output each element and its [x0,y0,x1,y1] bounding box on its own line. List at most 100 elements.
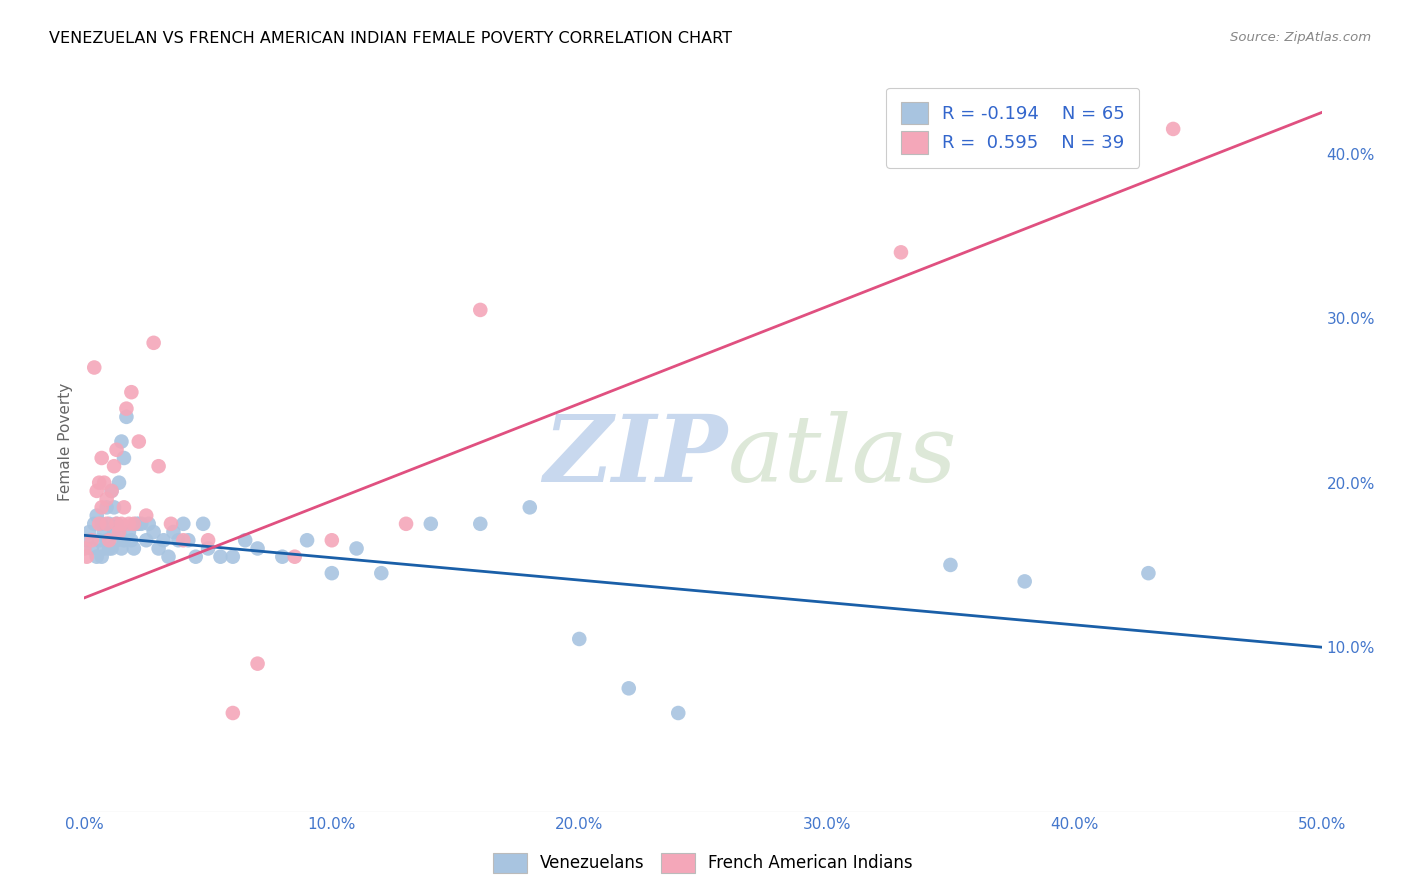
Point [118,524,141,539]
Point [108,475,131,490]
Point [73,541,96,556]
Point [148,459,170,474]
Point [86,508,108,523]
Point [120,385,142,400]
Point [110,516,132,531]
Point [346,541,368,556]
Point [93,541,115,556]
Point [142,524,165,539]
Legend: Venezuelans, French American Indians: Venezuelans, French American Indians [486,847,920,880]
Point [233,533,256,548]
Point [105,442,128,457]
Point [617,681,640,696]
Point [1014,574,1036,589]
Point [172,516,194,531]
Point [470,302,492,317]
Point [90,516,112,531]
Point [93,475,115,490]
Point [321,533,343,548]
Point [80,541,103,556]
Point [83,360,105,375]
Point [197,533,219,548]
Point [519,500,541,515]
Point [125,516,148,531]
Point [284,549,307,564]
Point [138,516,160,531]
Point [80,533,103,548]
Point [108,524,131,539]
Point [105,516,128,531]
Point [419,516,441,531]
Point [86,549,108,564]
Point [86,483,108,498]
Point [152,533,174,548]
Point [122,541,145,556]
Point [100,483,122,498]
Text: VENEZUELAN VS FRENCH AMERICAN INDIAN FEMALE POVERTY CORRELATION CHART: VENEZUELAN VS FRENCH AMERICAN INDIAN FEM… [49,31,733,46]
Point [112,500,135,515]
Point [122,516,145,531]
Point [1137,566,1160,581]
Point [191,516,214,531]
Point [157,549,180,564]
Point [112,450,135,465]
Point [135,508,157,523]
Point [89,516,111,531]
Point [105,533,128,548]
Point [939,558,962,572]
Point [90,450,112,465]
Point [321,566,343,581]
Point [96,516,118,531]
Point [666,706,689,720]
Point [98,541,121,556]
Point [129,516,152,531]
Point [1161,122,1184,136]
Point [568,632,591,646]
Point [103,459,125,474]
Point [105,516,128,531]
Point [209,549,232,564]
Point [98,516,121,531]
Point [197,541,219,556]
Point [177,533,200,548]
Point [110,541,132,556]
Text: ZIP: ZIP [544,411,728,501]
Point [90,500,112,515]
Point [128,516,150,531]
Point [128,434,150,449]
Point [370,566,392,581]
Point [96,492,118,507]
Point [100,483,122,498]
Point [271,549,294,564]
Point [470,516,492,531]
Point [222,549,245,564]
Point [83,516,105,531]
Point [184,549,207,564]
Point [96,533,118,548]
Point [115,401,138,416]
Point [110,434,132,449]
Point [96,500,118,515]
Point [79,524,101,539]
Point [76,533,98,548]
Point [103,500,125,515]
Point [90,549,112,564]
Point [295,533,318,548]
Point [100,541,122,556]
Point [112,533,135,548]
Y-axis label: Female Poverty: Female Poverty [58,383,73,500]
Point [76,549,98,564]
Point [167,533,190,548]
Point [246,657,269,671]
Point [115,409,138,424]
Text: atlas: atlas [728,411,957,501]
Point [120,533,142,548]
Point [172,533,194,548]
Point [108,524,131,539]
Point [160,516,183,531]
Point [103,524,125,539]
Legend: R = -0.194    N = 65, R =  0.595    N = 39: R = -0.194 N = 65, R = 0.595 N = 39 [886,87,1139,168]
Point [89,475,111,490]
Point [222,706,245,720]
Point [142,335,165,350]
